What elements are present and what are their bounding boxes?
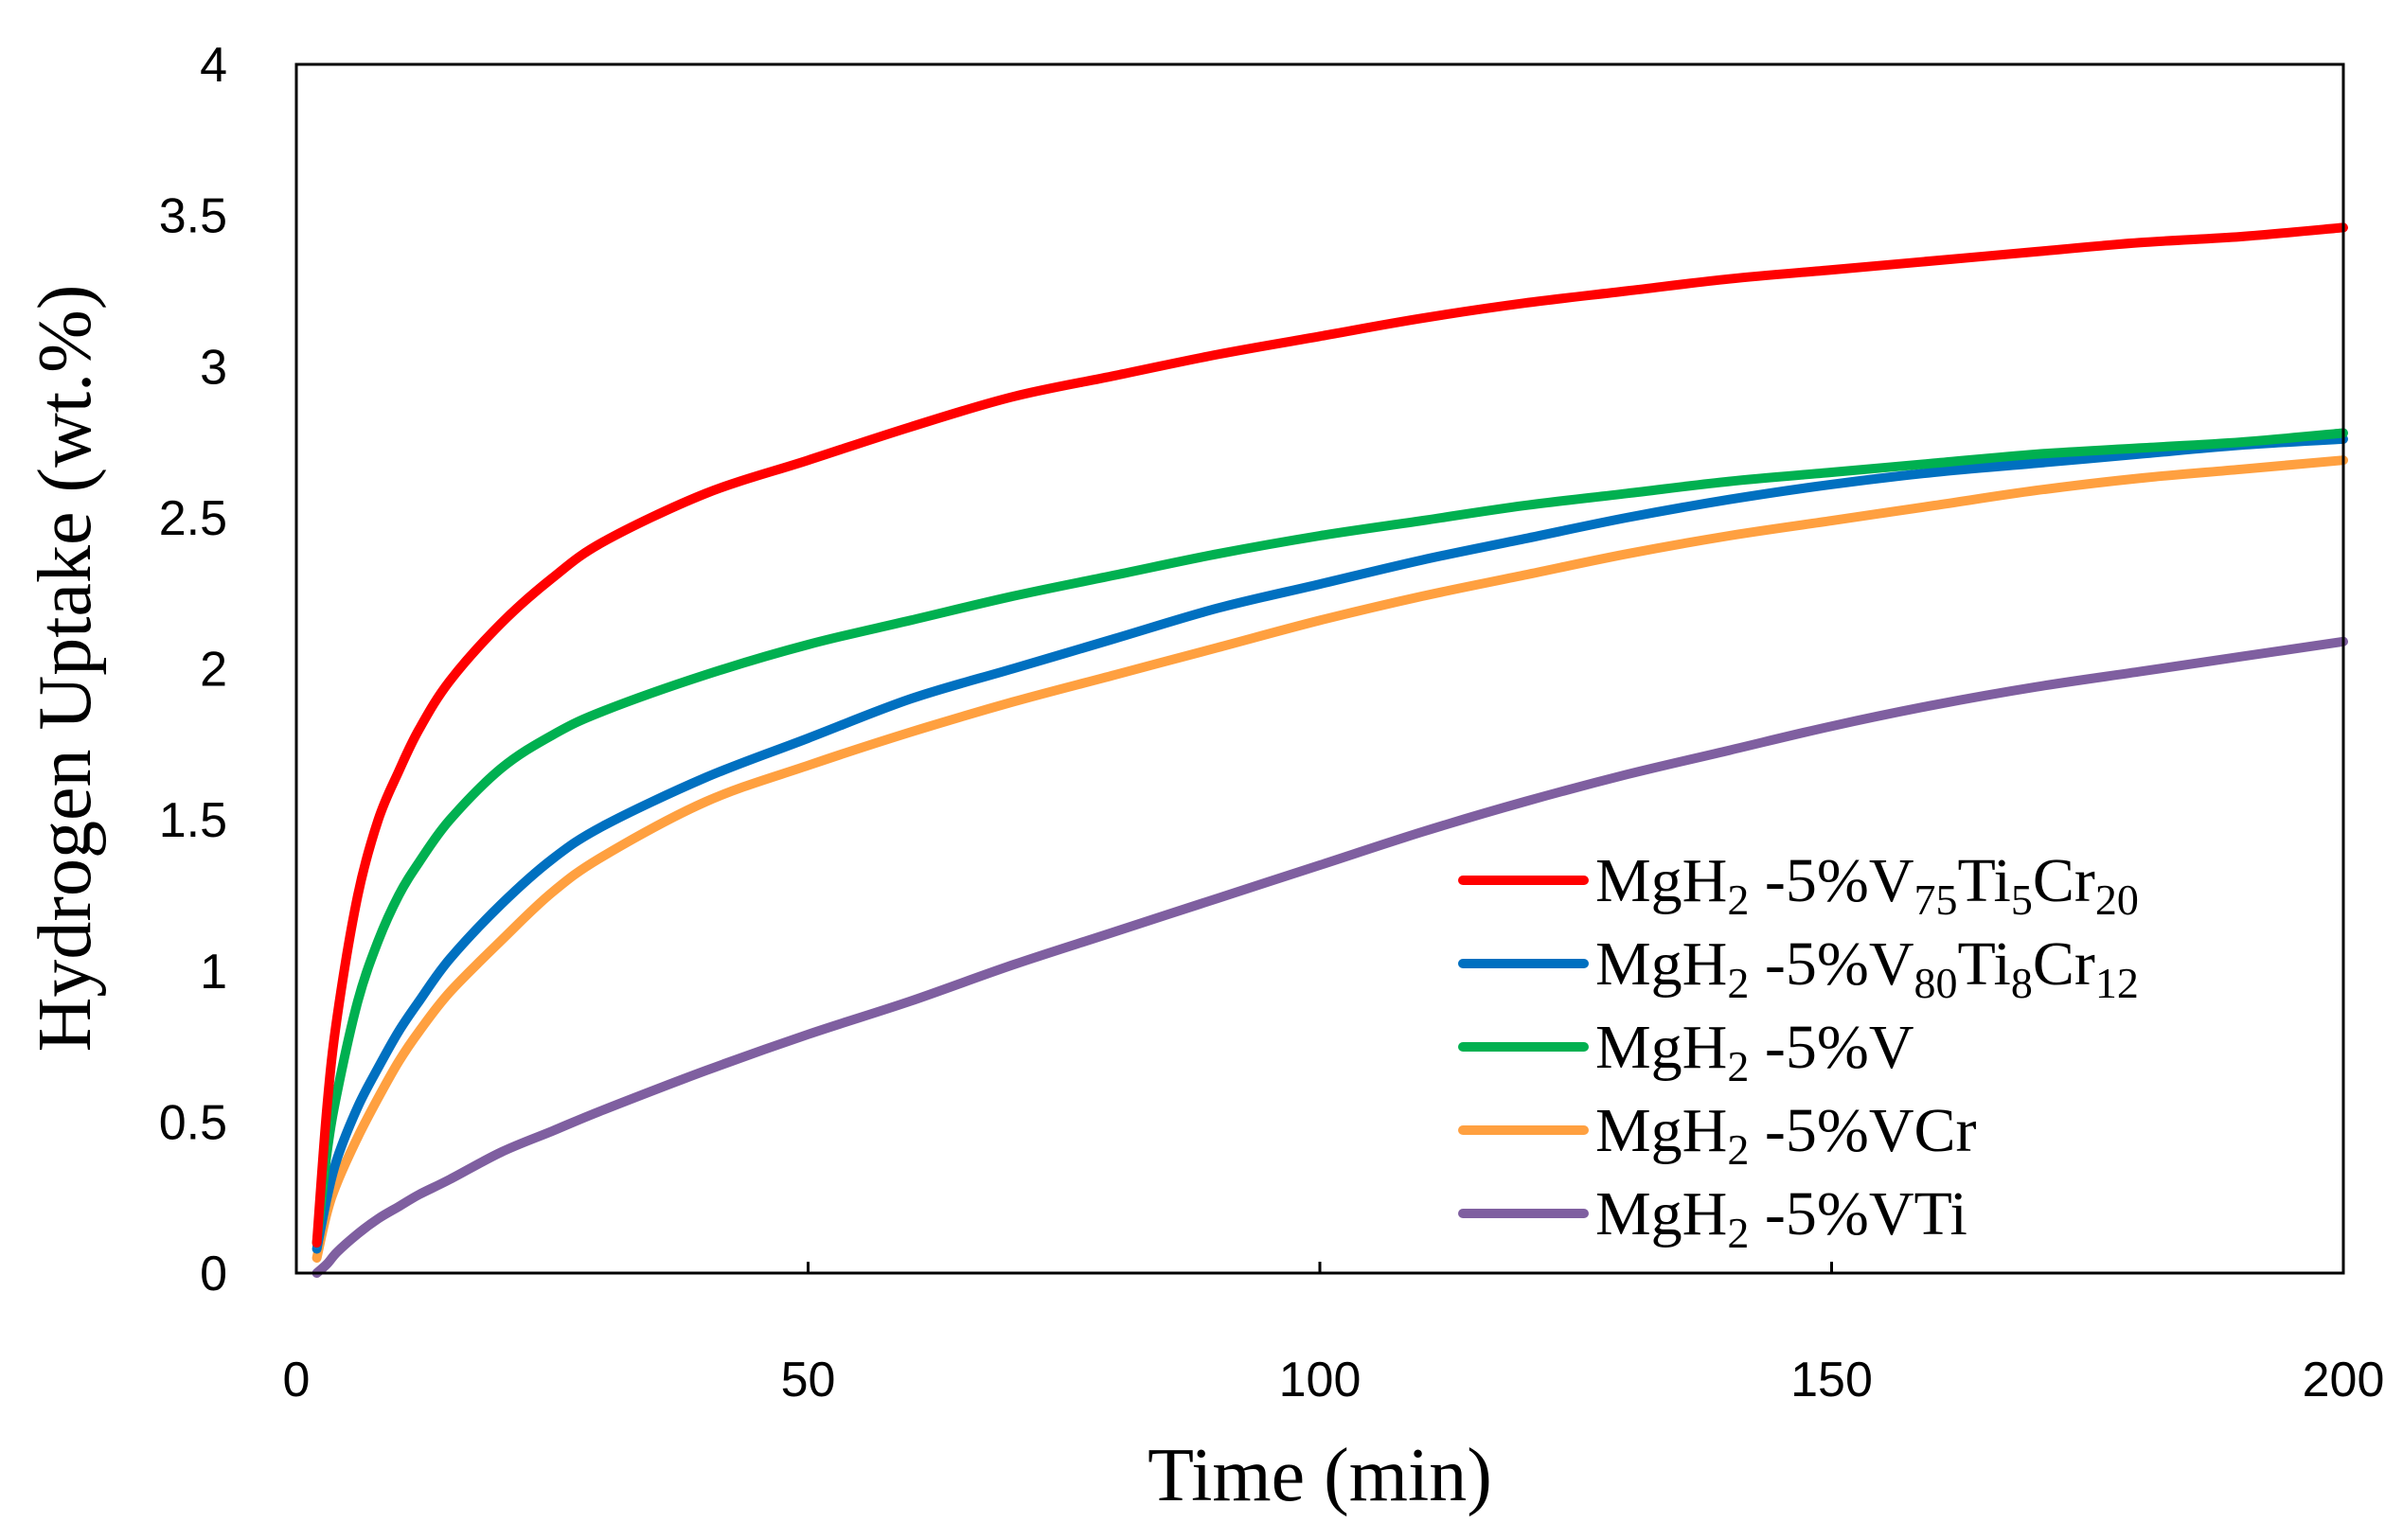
y-tick-label: 1.5 [159, 793, 227, 848]
legend-label: MgH2​ -5%V75​Ti5​Cr20​ [1595, 846, 2139, 924]
y-tick-label: 0 [200, 1247, 227, 1301]
x-tick-label: 100 [1279, 1353, 1362, 1407]
x-tick-label: 200 [2303, 1353, 2385, 1407]
series-line [312, 455, 2348, 1263]
x-axis-title: Time (min) [1148, 1434, 1492, 1517]
y-tick-label: 2.5 [159, 491, 227, 546]
x-tick-label: 0 [283, 1353, 311, 1407]
series-line [312, 222, 2348, 1248]
legend-label: MgH2​ -5%V [1595, 1013, 1914, 1090]
plot-area-frame [294, 62, 2345, 1275]
legend-label: MgH2​ -5%VCr [1595, 1096, 1977, 1174]
x-axis-ticks: 0 50 100 150 200 [283, 1262, 2385, 1407]
x-tick-label: 50 [781, 1353, 836, 1407]
legend: MgH2​ -5%V75​Ti5​Cr20​MgH2​ -5%V80​Ti8​C… [1458, 846, 2139, 1257]
y-tick-label: 1 [200, 945, 227, 1000]
series-line [312, 428, 2348, 1248]
legend-label: MgH2​ -5%VTi [1595, 1179, 1967, 1257]
y-axis-title: Hydrogen Uptake (wt.%) [24, 285, 107, 1053]
y-tick-label: 0.5 [159, 1095, 227, 1150]
series-line [312, 434, 2348, 1254]
y-axis-ticks: 0 0.5 1 1.5 2 2.5 3 3.5 4 [159, 38, 227, 1301]
series-line [312, 636, 2348, 1278]
series-lines [312, 222, 2348, 1278]
y-tick-label: 2 [200, 643, 227, 698]
x-tick-label: 150 [1790, 1353, 1873, 1407]
y-tick-label: 3.5 [159, 189, 227, 244]
legend-label: MgH2​ -5%V80​Ti8​Cr12​ [1595, 929, 2139, 1007]
y-tick-label: 4 [200, 38, 227, 93]
y-tick-label: 3 [200, 340, 227, 395]
